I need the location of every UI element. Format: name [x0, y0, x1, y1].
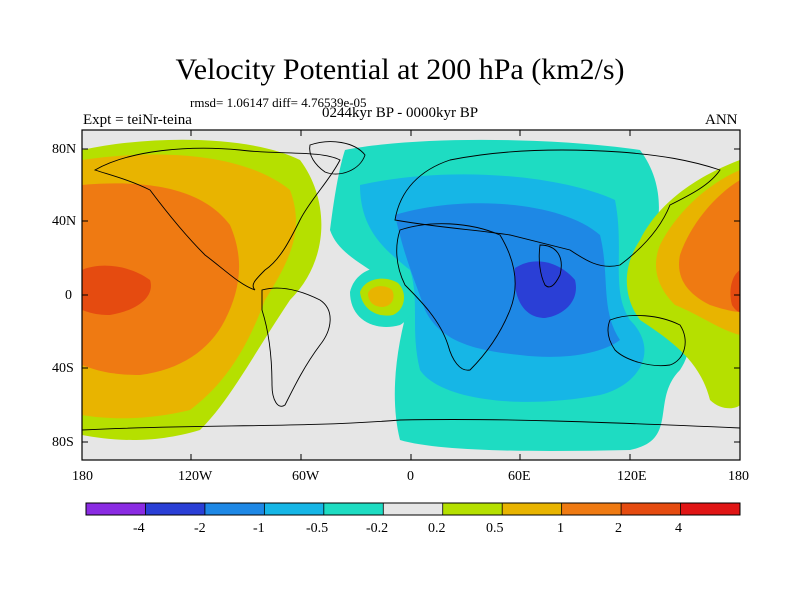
negative-region-strong [395, 203, 620, 357]
colorbar-label: -2 [194, 521, 206, 536]
australia-outline [607, 315, 686, 367]
south-america-outline [261, 287, 331, 407]
y-tick-label-0: 0 [65, 288, 72, 303]
y-tick-label-80n: 80N [52, 142, 77, 157]
colorbar-swatch [204, 503, 265, 515]
colorbar-swatch [145, 503, 206, 515]
colorbar-swatch [621, 503, 682, 515]
eurasia-outline [394, 149, 721, 267]
season-label: ANN [705, 112, 738, 128]
y-tick-label-40n: 40N [52, 214, 77, 229]
colorbar-swatch [502, 503, 563, 515]
y-tick-label-80s: 80S [52, 435, 74, 450]
antarctica-outline [82, 419, 740, 431]
x-tick-label-120e: 120E [617, 469, 647, 484]
x-tick-label-120w: 120W [178, 469, 213, 484]
colorbar-swatch [442, 503, 503, 515]
x-tick-label-180e: 180 [728, 469, 749, 484]
east-positive-stronger [730, 270, 740, 312]
coastlines [82, 141, 740, 431]
east-positive-strong [679, 180, 740, 312]
colorbar-swatch [680, 503, 741, 515]
x-tick-label-60e: 60E [508, 469, 531, 484]
x-tick-label-180w: 180 [72, 469, 93, 484]
colorbar-label: 1 [557, 521, 564, 536]
positive-region-stronger [82, 265, 151, 315]
colorbar-label: 0.2 [428, 521, 446, 536]
colorbar-label: 2 [615, 521, 622, 536]
colorbar-label: -4 [133, 521, 145, 536]
greenland-outline [309, 141, 366, 175]
y-tick-marks [82, 148, 740, 443]
colorbar-swatch [561, 503, 622, 515]
experiment-label: Expt = teiNr-teina [83, 112, 192, 128]
negative-region-stronger [514, 261, 576, 318]
colorbar-swatch [323, 503, 384, 515]
north-america-outline [93, 147, 341, 291]
colorbar-swatch [86, 503, 146, 515]
colorbar-swatch [383, 503, 444, 515]
colorbar-label: -1 [253, 521, 265, 536]
x-tick-label-0: 0 [407, 469, 414, 484]
colorbar-frame [85, 502, 741, 516]
colorbar-label: 0.5 [486, 521, 504, 536]
map-title: Velocity Potential at 200 hPa (km2/s) [175, 53, 625, 86]
period-label: 0244kyr BP - 0000kyr BP [322, 105, 479, 121]
x-tick-marks [81, 130, 741, 460]
colorbar-swatch [264, 503, 325, 515]
y-tick-label-40s: 40S [52, 361, 74, 376]
colorbar-label: -0.2 [366, 521, 389, 536]
colorbar-label: 4 [675, 521, 682, 536]
india-outline [538, 244, 562, 288]
atlantic-anomaly-core [368, 286, 394, 307]
colorbar-label: -0.5 [306, 521, 329, 536]
x-tick-label-60w: 60W [292, 469, 320, 484]
positive-region-strong [82, 183, 240, 375]
velocity-potential-field [82, 130, 740, 460]
stats-text: rmsd= 1.06147 diff= 4.76539e-05 [190, 95, 367, 110]
colorbar [86, 503, 741, 515]
